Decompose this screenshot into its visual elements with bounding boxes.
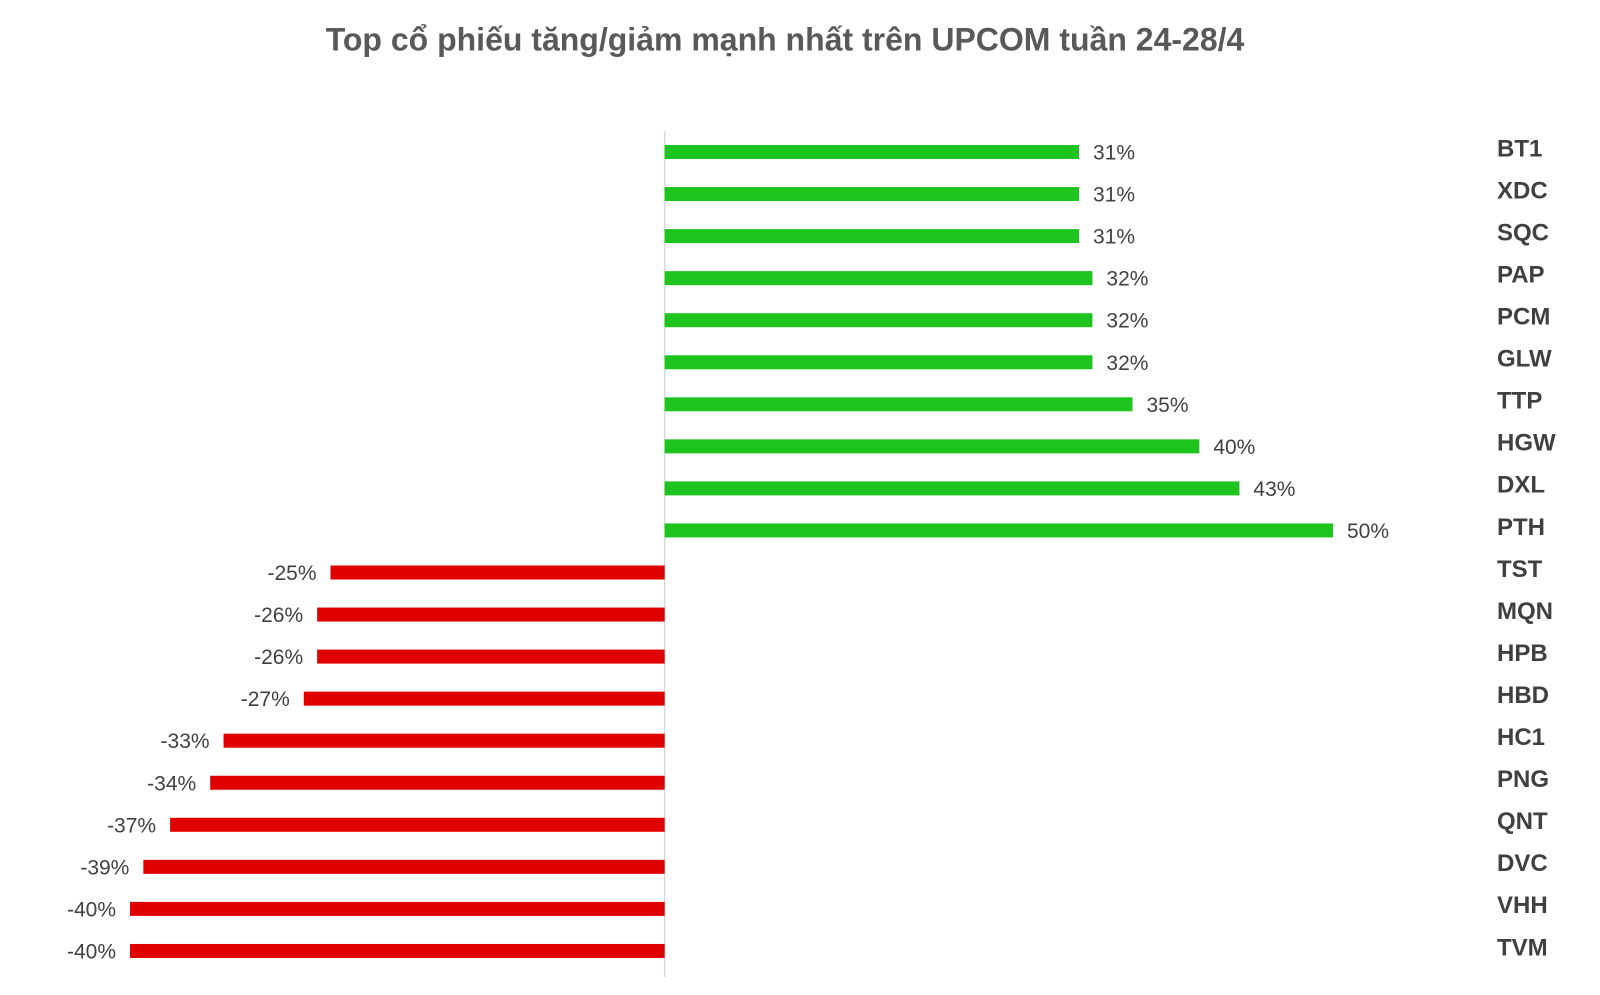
bar <box>664 355 1093 370</box>
category-label: TTP <box>1497 388 1542 415</box>
category-label: QNT <box>1497 808 1548 835</box>
value-label: -40% <box>67 898 116 921</box>
category-label: HGW <box>1497 430 1556 457</box>
bar <box>664 271 1093 286</box>
value-label: 32% <box>1106 352 1148 375</box>
value-label: -34% <box>147 772 196 795</box>
value-label: 31% <box>1093 184 1135 207</box>
bar <box>303 691 665 706</box>
category-label: HC1 <box>1497 724 1545 751</box>
category-label: VHH <box>1497 892 1548 919</box>
chart-title: Top cổ phiếu tăng/giảm mạnh nhất trên UP… <box>326 21 1245 57</box>
value-label: 35% <box>1147 394 1189 417</box>
bar <box>130 901 665 916</box>
value-label: -27% <box>241 688 290 711</box>
category-label: BT1 <box>1497 135 1542 162</box>
category-label: HBD <box>1497 682 1549 709</box>
category-label: DVC <box>1497 850 1548 877</box>
bar <box>130 943 665 958</box>
value-label: -25% <box>267 562 316 585</box>
value-label: -33% <box>161 730 210 753</box>
category-label: HPB <box>1497 640 1548 667</box>
value-label: 50% <box>1347 520 1389 543</box>
category-label: PAP <box>1497 261 1545 288</box>
bar <box>317 607 665 622</box>
value-label: 43% <box>1253 478 1295 501</box>
category-label: SQC <box>1497 219 1549 246</box>
category-label: XDC <box>1497 177 1548 204</box>
category-label: GLW <box>1497 346 1552 373</box>
category-label: PNG <box>1497 766 1549 793</box>
value-label: 32% <box>1106 268 1148 291</box>
value-label: 31% <box>1093 142 1135 165</box>
bar <box>664 313 1093 328</box>
bar <box>210 775 665 790</box>
bar <box>664 439 1200 454</box>
bar <box>330 565 665 580</box>
bar <box>143 859 665 874</box>
bar <box>664 229 1080 244</box>
bar <box>664 187 1080 202</box>
category-label: MQN <box>1497 598 1553 625</box>
value-label: 40% <box>1213 436 1255 459</box>
value-label: -26% <box>254 646 303 669</box>
bar <box>223 733 665 748</box>
bar <box>664 523 1333 538</box>
category-label: PCM <box>1497 304 1550 331</box>
bar <box>170 817 665 832</box>
value-label: -39% <box>80 856 129 879</box>
value-label: 32% <box>1106 310 1148 333</box>
category-label: DXL <box>1497 472 1545 499</box>
value-label: -26% <box>254 604 303 627</box>
bar <box>664 145 1080 159</box>
value-label: -40% <box>67 940 116 963</box>
category-label: TST <box>1497 556 1543 583</box>
value-label: 31% <box>1093 226 1135 249</box>
bar <box>317 649 665 664</box>
bar <box>664 481 1240 496</box>
category-label: PTH <box>1497 514 1545 541</box>
value-label: -37% <box>107 814 156 837</box>
category-label: TVM <box>1497 934 1548 961</box>
bar <box>664 397 1133 412</box>
